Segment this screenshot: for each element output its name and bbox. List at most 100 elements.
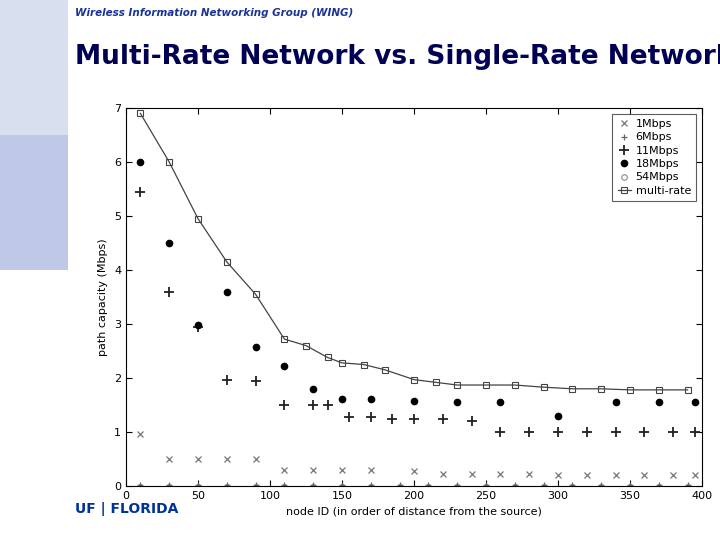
11Mbps [251, 377, 260, 384]
54Mbps [136, 483, 145, 489]
Line: 11Mbps: 11Mbps [135, 187, 700, 437]
54Mbps [395, 483, 404, 489]
11Mbps [611, 429, 620, 435]
18Mbps [366, 395, 375, 402]
54Mbps [510, 483, 519, 489]
18Mbps [165, 240, 174, 246]
11Mbps [323, 402, 332, 408]
1Mbps [669, 472, 678, 478]
11Mbps [165, 288, 174, 295]
11Mbps [496, 429, 505, 435]
11Mbps [467, 418, 476, 424]
X-axis label: node ID (in order of distance from the source): node ID (in order of distance from the s… [286, 507, 542, 516]
1Mbps [251, 456, 260, 462]
1Mbps [496, 471, 505, 477]
6Mbps [654, 482, 663, 488]
multi-rate [654, 387, 663, 393]
18Mbps [410, 397, 418, 404]
1Mbps [338, 467, 346, 473]
multi-rate [338, 360, 346, 366]
1Mbps [194, 456, 202, 462]
1Mbps [554, 472, 562, 478]
1Mbps [640, 472, 649, 478]
11Mbps [525, 429, 534, 435]
6Mbps [597, 482, 606, 488]
11Mbps [690, 429, 699, 435]
1Mbps [467, 471, 476, 477]
11Mbps [366, 414, 375, 420]
54Mbps [539, 483, 548, 489]
Y-axis label: path capacity (Mbps): path capacity (Mbps) [99, 238, 109, 356]
11Mbps [438, 415, 447, 422]
multi-rate [251, 291, 260, 298]
6Mbps [136, 482, 145, 488]
54Mbps [309, 483, 318, 489]
11Mbps [280, 402, 289, 408]
multi-rate [626, 387, 634, 393]
54Mbps [165, 483, 174, 489]
Text: Multi-Rate Network vs. Single-Rate Network: Multi-Rate Network vs. Single-Rate Netwo… [75, 44, 720, 70]
multi-rate [302, 342, 310, 349]
54Mbps [626, 483, 634, 489]
11Mbps [345, 414, 354, 420]
Text: UF | FLORIDA: UF | FLORIDA [75, 502, 179, 516]
6Mbps [222, 482, 231, 488]
18Mbps [654, 399, 663, 406]
18Mbps [136, 159, 145, 165]
11Mbps [669, 429, 678, 435]
18Mbps [611, 399, 620, 406]
6Mbps [280, 482, 289, 488]
1Mbps [582, 472, 591, 478]
1Mbps [222, 456, 231, 462]
1Mbps [690, 472, 699, 478]
multi-rate [539, 384, 548, 390]
11Mbps [640, 429, 649, 435]
1Mbps [280, 467, 289, 473]
18Mbps [338, 395, 346, 402]
54Mbps [482, 483, 490, 489]
54Mbps [597, 483, 606, 489]
multi-rate [222, 259, 231, 265]
54Mbps [424, 483, 433, 489]
Line: 1Mbps: 1Mbps [137, 430, 698, 478]
1Mbps [438, 471, 447, 477]
multi-rate [323, 354, 332, 361]
54Mbps [568, 483, 577, 489]
Line: 18Mbps: 18Mbps [134, 156, 701, 422]
Bar [0, 135, 68, 270]
54Mbps [453, 483, 462, 489]
6Mbps [251, 482, 260, 488]
multi-rate [165, 159, 174, 165]
6Mbps [510, 482, 519, 488]
11Mbps [410, 415, 418, 422]
multi-rate [482, 382, 490, 388]
Text: Wireless Information Networking Group (WING): Wireless Information Networking Group (W… [75, 8, 354, 18]
6Mbps [366, 482, 375, 488]
6Mbps [194, 482, 202, 488]
multi-rate [359, 361, 368, 368]
6Mbps [309, 482, 318, 488]
1Mbps [366, 467, 375, 473]
18Mbps [222, 288, 231, 295]
multi-rate [194, 215, 202, 222]
18Mbps [554, 413, 562, 419]
1Mbps [165, 456, 174, 462]
Bar [0, 0, 68, 135]
11Mbps [309, 402, 318, 408]
6Mbps [683, 482, 692, 488]
11Mbps [388, 415, 397, 422]
54Mbps [280, 483, 289, 489]
Line: 6Mbps: 6Mbps [137, 482, 691, 488]
multi-rate [568, 386, 577, 392]
11Mbps [222, 376, 231, 383]
multi-rate [683, 387, 692, 393]
multi-rate [453, 382, 462, 388]
multi-rate [510, 382, 519, 388]
6Mbps [626, 482, 634, 488]
1Mbps [611, 472, 620, 478]
6Mbps [338, 482, 346, 488]
1Mbps [525, 471, 534, 477]
54Mbps [654, 483, 663, 489]
multi-rate [136, 110, 145, 117]
18Mbps [496, 399, 505, 406]
